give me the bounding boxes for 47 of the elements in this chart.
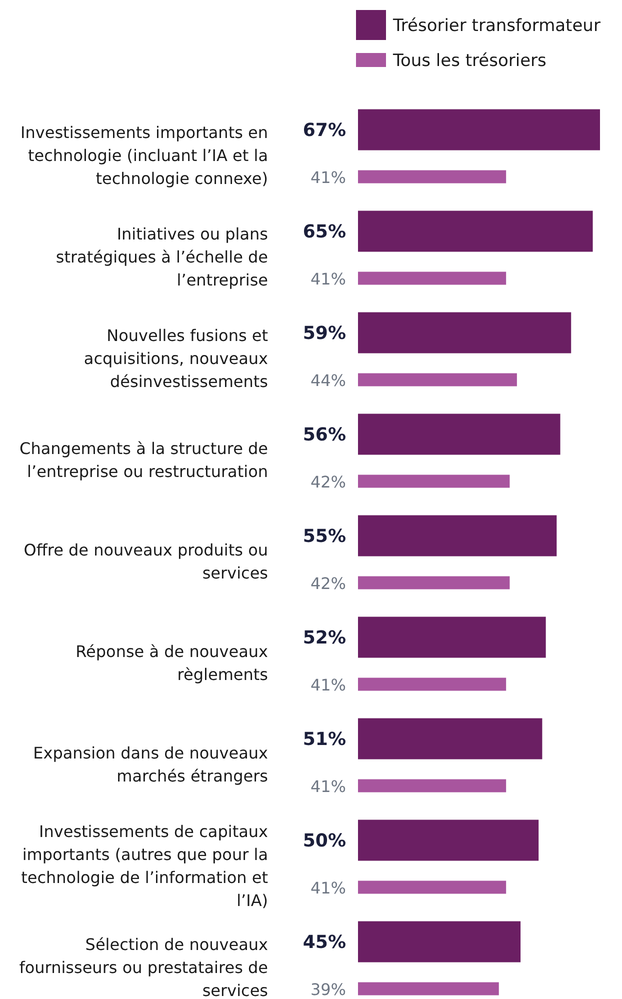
data-label: 44% xyxy=(310,370,346,390)
y-tick-label: Changements à la structure de l’entreprise ou restructuration xyxy=(20,438,268,481)
bar xyxy=(358,820,539,861)
bar xyxy=(358,312,572,354)
bar xyxy=(358,718,542,760)
bar xyxy=(358,515,557,556)
data-label: 42% xyxy=(310,472,346,492)
y-tick-label: Sélection de nouveaux fournisseurs ou prestataires de services xyxy=(19,934,268,999)
data-label: 65% xyxy=(302,221,346,242)
bar xyxy=(358,921,521,962)
bar xyxy=(358,576,510,590)
data-label: 50% xyxy=(302,830,346,852)
data-label: 41% xyxy=(310,168,346,187)
bar xyxy=(358,678,506,691)
data-label: 39% xyxy=(310,980,346,999)
y-tick-label: Offre de nouveaux produits ou services xyxy=(24,540,268,582)
data-label: 41% xyxy=(310,878,346,898)
data-label: 67% xyxy=(302,120,346,141)
bar xyxy=(358,779,506,792)
bar xyxy=(358,414,560,455)
data-label: 52% xyxy=(302,627,346,648)
legend-label: Tous les trésoriers xyxy=(392,51,547,71)
y-tick-label: Investissements de capitaux importants (autres que pour la technologie de l’information et l’IA) xyxy=(21,822,268,910)
bar xyxy=(358,982,499,996)
bar xyxy=(358,373,517,386)
y-tick-label: Nouvelles fusions et acquisitions, nouveaux désinvestissements xyxy=(84,326,268,391)
bar xyxy=(358,170,506,184)
bar xyxy=(358,109,600,150)
bar xyxy=(358,474,510,488)
legend-label: Trésorier transformateur xyxy=(392,16,600,36)
bar xyxy=(358,880,506,894)
data-label: 55% xyxy=(302,526,346,547)
data-label: 41% xyxy=(310,776,346,796)
data-label: 42% xyxy=(310,574,346,593)
data-label: 41% xyxy=(310,675,346,694)
y-tick-label: Investissements importants en technologie (incluant l’IA et la technologie connexe) xyxy=(20,122,268,188)
data-label: 51% xyxy=(302,728,346,750)
data-label: 41% xyxy=(310,269,346,288)
bar xyxy=(358,210,593,252)
data-label: 45% xyxy=(302,932,346,953)
y-tick-label: Initiatives ou plans stratégiques à l’échelle de l’entreprise xyxy=(56,224,268,290)
bar xyxy=(358,616,546,658)
y-tick-label: Expansion dans de nouveaux marchés étrangers xyxy=(33,743,268,786)
bar xyxy=(358,272,506,285)
y-tick-label: Réponse à de nouveaux règlements xyxy=(76,642,268,684)
data-label: 56% xyxy=(302,424,346,446)
data-label: 59% xyxy=(302,322,346,344)
